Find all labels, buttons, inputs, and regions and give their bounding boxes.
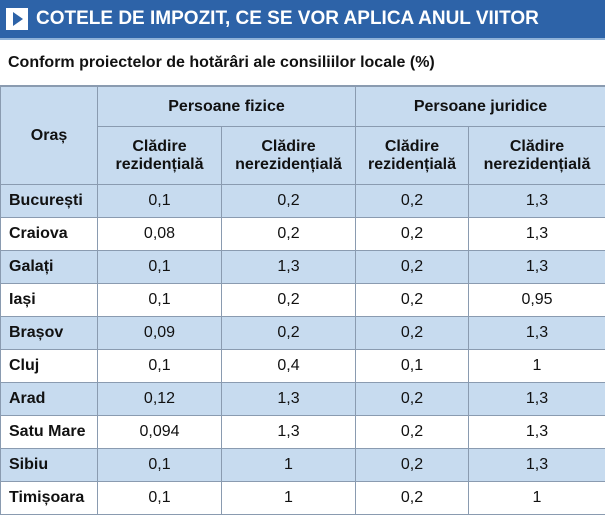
value-cell: 0,2 — [355, 217, 469, 251]
group-header: Persoane fizice — [97, 86, 356, 127]
sub-header: Clădire rezidențială — [355, 126, 469, 185]
value-cell: 0,09 — [97, 316, 222, 350]
value-cell: 0,2 — [355, 448, 469, 482]
value-cell: 1,3 — [467, 250, 605, 284]
value-cell: 0,2 — [355, 481, 469, 515]
value-cell: 0,1 — [355, 349, 469, 383]
value-cell: 0,1 — [97, 349, 222, 383]
value-cell: 1 — [221, 448, 356, 482]
value-cell: 1,3 — [467, 184, 605, 218]
value-cell: 1,3 — [221, 415, 356, 449]
value-cell: 1,3 — [467, 448, 605, 482]
group-header: Persoane juridice — [354, 86, 605, 127]
row: Satu Mare 0,094 1,3 0,2 1,3 — [0, 415, 605, 449]
value-cell: 0,2 — [221, 316, 356, 350]
city-cell: Sibiu — [0, 448, 98, 482]
value-cell: 1,3 — [467, 382, 605, 416]
value-cell: 0,95 — [467, 283, 605, 317]
value-cell: 0,08 — [97, 217, 222, 251]
value-cell: 1 — [467, 481, 605, 515]
row: Craiova 0,08 0,2 0,2 1,3 — [0, 217, 605, 251]
city-cell: Arad — [0, 382, 98, 416]
value-cell: 0,2 — [355, 382, 469, 416]
sub-header-line: Clădire — [509, 137, 565, 155]
row: Arad 0,12 1,3 0,2 1,3 — [0, 382, 605, 416]
value-cell: 1,3 — [467, 415, 605, 449]
value-cell: 0,2 — [355, 184, 469, 218]
row: Timișoara 0,1 1 0,2 1 — [0, 481, 605, 515]
value-cell: 0,1 — [97, 283, 222, 317]
title-bar: COTELE DE IMPOZIT, CE SE VOR APLICA ANUL… — [0, 0, 605, 40]
sub-header-line: nerezidențială — [235, 155, 342, 173]
value-cell: 0,1 — [97, 448, 222, 482]
row: Sibiu 0,1 1 0,2 1,3 — [0, 448, 605, 482]
sub-header-line: Clădire — [384, 137, 440, 155]
arrow-icon — [6, 8, 28, 30]
value-cell: 0,1 — [97, 184, 222, 218]
city-cell: Iași — [0, 283, 98, 317]
title: COTELE DE IMPOZIT, CE SE VOR APLICA ANUL… — [36, 8, 539, 29]
sub-header: Clădire rezidențială — [97, 126, 222, 185]
value-cell: 1,3 — [221, 382, 356, 416]
sub-header-line: rezidențială — [367, 155, 457, 173]
city-header: Oraș — [0, 86, 98, 185]
value-cell: 0,1 — [97, 250, 222, 284]
row: Brașov 0,09 0,2 0,2 1,3 — [0, 316, 605, 350]
city-cell: Satu Mare — [0, 415, 98, 449]
city-cell: București — [0, 184, 98, 218]
value-cell: 1 — [467, 349, 605, 383]
city-cell: Galați — [0, 250, 98, 284]
sub-header-line: Clădire — [261, 137, 316, 155]
value-cell: 0,2 — [355, 316, 469, 350]
value-cell: 1,3 — [221, 250, 356, 284]
row: București 0,1 0,2 0,2 1,3 — [0, 184, 605, 218]
value-cell: 0,4 — [221, 349, 356, 383]
sub-header-line: rezidențială — [115, 155, 204, 173]
sub-header: Clădire nerezidențială — [467, 126, 605, 185]
sub-header-line: Clădire — [132, 137, 187, 155]
value-cell: 1,3 — [467, 217, 605, 251]
value-cell: 0,2 — [355, 415, 469, 449]
sub-header-line: nerezidențială — [483, 155, 591, 173]
value-cell: 1 — [221, 481, 356, 515]
city-cell: Craiova — [0, 217, 98, 251]
value-cell: 0,2 — [355, 250, 469, 284]
city-cell: Timișoara — [0, 481, 98, 515]
value-cell: 0,2 — [221, 217, 356, 251]
sub-header: Clădire nerezidențială — [221, 126, 356, 185]
value-cell: 0,2 — [221, 184, 356, 218]
subtitle: Conform proiectelor de hotărâri ale cons… — [0, 40, 605, 86]
value-cell: 1,3 — [467, 316, 605, 350]
value-cell: 0,12 — [97, 382, 222, 416]
value-cell: 0,094 — [97, 415, 222, 449]
row: Cluj 0,1 0,4 0,1 1 — [0, 349, 605, 383]
value-cell: 0,2 — [221, 283, 356, 317]
city-cell: Cluj — [0, 349, 98, 383]
value-cell: 0,1 — [97, 481, 222, 515]
city-cell: Brașov — [0, 316, 98, 350]
value-cell: 0,2 — [355, 283, 469, 317]
row: Iași 0,1 0,2 0,2 0,95 — [0, 283, 605, 317]
row: Galați 0,1 1,3 0,2 1,3 — [0, 250, 605, 284]
tax-table: Oraș Persoane fizice Persoane juridice C… — [0, 86, 605, 515]
